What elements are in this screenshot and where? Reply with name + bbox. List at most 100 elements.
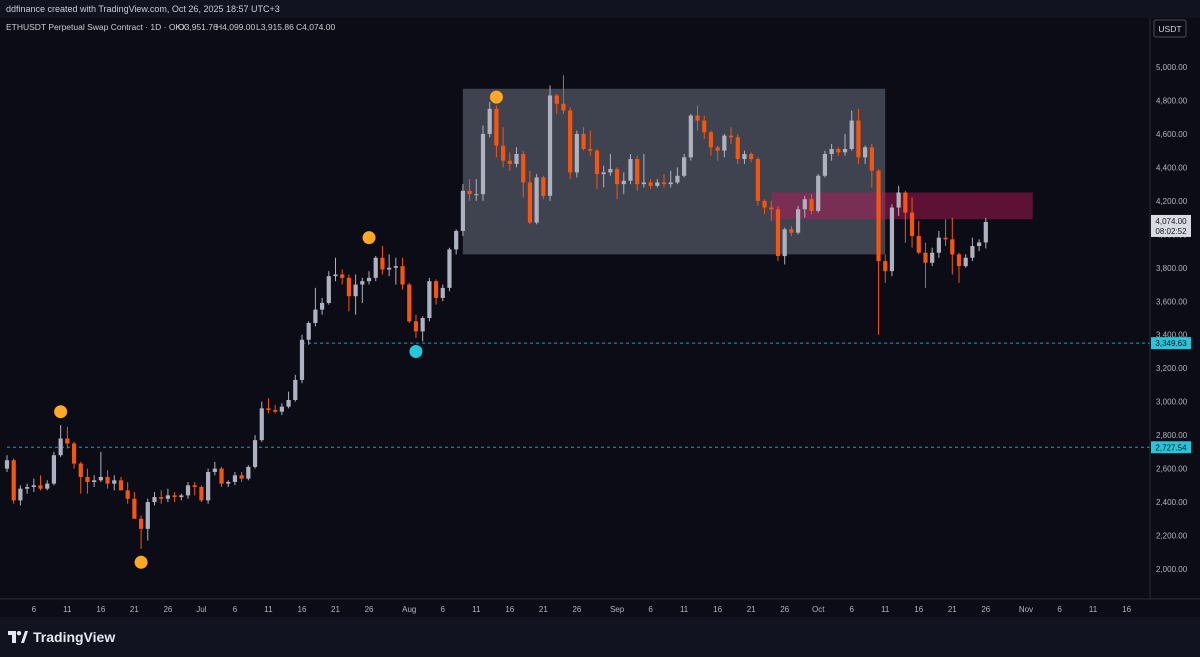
candle-2025-10-06[interactable] <box>849 110 854 151</box>
candle-2025-07-06[interactable] <box>232 471 238 486</box>
candle-2025-09-12[interactable] <box>688 113 693 161</box>
range-box[interactable] <box>462 88 886 255</box>
candle-2025-06-28[interactable] <box>179 493 184 501</box>
candle-2025-09-23[interactable] <box>762 199 767 215</box>
candle-2025-10-17[interactable] <box>923 242 928 288</box>
candle-2025-07-04[interactable] <box>219 466 224 488</box>
candle-2025-08-27[interactable] <box>581 127 586 151</box>
candle-2025-08-05[interactable] <box>433 279 439 305</box>
candle-2025-07-08[interactable] <box>246 465 251 481</box>
candle-2025-08-22[interactable] <box>547 85 553 201</box>
candle-2025-10-05[interactable] <box>842 133 848 156</box>
candle-2025-06-30[interactable] <box>192 481 197 496</box>
candle-2025-09-17[interactable] <box>722 133 727 158</box>
candle-2025-10-02[interactable] <box>822 150 828 178</box>
resistance-zone[interactable] <box>771 192 1033 220</box>
candle-2025-08-19[interactable] <box>527 170 533 225</box>
candle-2025-10-25[interactable] <box>977 239 982 252</box>
candle-2025-10-09[interactable] <box>869 143 874 188</box>
candle-2025-07-19[interactable] <box>319 297 325 315</box>
candle-2025-08-25[interactable] <box>568 107 573 180</box>
candle-2025-08-16[interactable] <box>507 152 512 171</box>
candle-2025-09-01[interactable] <box>614 167 620 200</box>
candle-2025-10-15[interactable] <box>909 197 915 248</box>
candle-2025-09-08[interactable] <box>661 174 667 188</box>
candle-2025-07-27[interactable] <box>373 256 378 282</box>
candle-2025-09-02[interactable] <box>621 172 626 195</box>
candle-2025-07-26[interactable] <box>366 271 372 285</box>
candle-2025-09-19[interactable] <box>735 133 740 165</box>
candle-2025-09-21[interactable] <box>749 152 754 163</box>
candle-2025-08-30[interactable] <box>601 165 606 188</box>
candle-2025-07-18[interactable] <box>313 287 318 327</box>
candle-2025-06-20[interactable] <box>125 481 130 504</box>
candle-2025-09-15[interactable] <box>708 130 714 156</box>
candle-2025-06-23[interactable] <box>145 498 150 541</box>
candle-2025-07-25[interactable] <box>360 277 365 303</box>
candle-2025-06-17[interactable] <box>105 470 110 489</box>
candle-2025-06-08[interactable] <box>45 480 50 491</box>
candle-2025-09-24[interactable] <box>769 200 774 221</box>
candle-2025-07-24[interactable] <box>353 274 358 315</box>
candle-2025-09-10[interactable] <box>675 167 680 185</box>
candle-2025-10-26[interactable] <box>983 217 988 249</box>
candle-2025-08-23[interactable] <box>554 93 559 114</box>
candle-2025-09-16[interactable] <box>715 145 720 161</box>
candle-2025-07-28[interactable] <box>380 246 385 275</box>
candle-2025-06-29[interactable] <box>185 481 191 499</box>
candle-2025-10-07[interactable] <box>856 108 861 165</box>
candle-2025-10-10[interactable] <box>876 169 881 335</box>
candle-2025-10-24[interactable] <box>970 237 975 262</box>
candle-2025-07-09[interactable] <box>252 435 258 469</box>
candle-2025-08-11[interactable] <box>474 179 479 201</box>
candle-2025-08-21[interactable] <box>541 175 546 200</box>
candle-2025-08-20[interactable] <box>534 174 539 225</box>
candle-2025-10-18[interactable] <box>930 247 935 267</box>
candle-2025-10-21[interactable] <box>950 217 955 275</box>
candle-2025-10-20[interactable] <box>943 219 948 247</box>
candle-2025-07-17[interactable] <box>306 321 311 345</box>
candle-2025-06-18[interactable] <box>112 475 117 491</box>
candle-2025-07-11[interactable] <box>266 398 271 414</box>
candle-2025-08-06[interactable] <box>440 284 445 302</box>
candle-2025-06-16[interactable] <box>98 451 103 482</box>
candle-2025-06-15[interactable] <box>92 475 97 488</box>
candle-2025-07-15[interactable] <box>293 374 298 402</box>
candle-2025-07-31[interactable] <box>400 257 405 290</box>
candle-2025-09-09[interactable] <box>668 170 673 188</box>
candle-2025-07-02[interactable] <box>206 468 211 504</box>
candle-2025-09-26[interactable] <box>782 227 787 265</box>
candle-2025-08-15[interactable] <box>501 127 506 168</box>
candle-2025-10-23[interactable] <box>963 254 968 268</box>
price-chart[interactable]: 2,000.00 2,200.00 2,400.00 2,600.00 2,800.00… <box>0 18 1200 617</box>
candle-2025-07-22[interactable] <box>340 269 345 285</box>
candle-2025-09-04[interactable] <box>635 155 640 191</box>
candle-2025-09-20[interactable] <box>742 150 747 165</box>
candle-2025-07-21[interactable] <box>333 257 338 282</box>
candle-2025-08-04[interactable] <box>427 277 432 322</box>
candle-2025-08-18[interactable] <box>521 150 526 198</box>
candle-2025-06-09[interactable] <box>51 451 57 486</box>
candle-2025-06-04[interactable] <box>18 485 23 506</box>
candle-2025-10-11[interactable] <box>883 254 888 283</box>
candle-2025-10-12[interactable] <box>889 204 895 277</box>
candle-2025-09-11[interactable] <box>682 154 687 178</box>
candle-2025-06-25[interactable] <box>159 490 164 504</box>
candle-2025-08-24[interactable] <box>561 75 566 114</box>
candle-2025-06-11[interactable] <box>65 426 70 449</box>
candle-2025-07-03[interactable] <box>212 461 217 476</box>
candle-2025-07-30[interactable] <box>393 257 398 285</box>
candle-2025-08-10[interactable] <box>467 179 472 201</box>
candle-2025-08-13[interactable] <box>487 102 492 138</box>
candle-2025-06-02[interactable] <box>4 455 10 472</box>
candle-2025-09-06[interactable] <box>648 179 653 190</box>
candle-2025-07-29[interactable] <box>387 254 392 277</box>
candle-2025-06-19[interactable] <box>118 476 124 491</box>
candle-2025-06-21[interactable] <box>132 492 137 519</box>
candle-2025-10-14[interactable] <box>903 190 908 243</box>
candle-2025-09-05[interactable] <box>641 154 646 188</box>
candle-2025-06-13[interactable] <box>78 461 83 494</box>
candle-2025-07-07[interactable] <box>239 471 244 482</box>
candle-2025-09-13[interactable] <box>695 105 700 131</box>
candle-2025-09-28[interactable] <box>795 205 801 235</box>
